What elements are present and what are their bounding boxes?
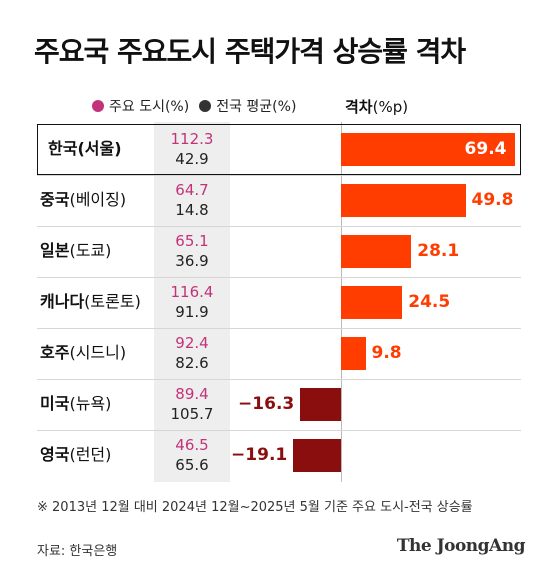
bar-value-label: 28.1 — [417, 241, 460, 261]
city-name: (베이징) — [69, 190, 127, 209]
source: 자료: 한국은행 — [37, 544, 118, 559]
city-value: 46.5 — [175, 436, 209, 454]
national-value: 105.7 — [170, 405, 214, 423]
national-value: 42.9 — [175, 150, 209, 168]
gap-header-label: 격차 — [345, 98, 373, 116]
country-name: 캐나다 — [40, 292, 85, 311]
country-name: 중국 — [40, 190, 70, 209]
highlight-box — [37, 124, 521, 175]
country-name: 영국 — [40, 445, 70, 464]
city-name: (시드니) — [69, 343, 127, 362]
values-column-background — [154, 122, 230, 482]
bar-value-label: −16.3 — [238, 394, 295, 414]
bar-value-label: −19.1 — [231, 445, 288, 465]
bar-value-label: 69.4 — [464, 139, 507, 159]
country-label: 일본(도쿄) — [40, 239, 111, 263]
city-name: (토론토) — [84, 292, 141, 311]
chart-title: 주요국 주요도시 주택가격 상승률 격차 — [34, 35, 466, 68]
bar — [341, 337, 366, 370]
city-value: 64.7 — [175, 181, 209, 199]
legend-national: 전국 평균(%) — [199, 96, 296, 116]
legend-national-label: 전국 평균(%) — [216, 99, 297, 115]
city-name: (뉴욕) — [69, 394, 112, 413]
bar-value-label: 49.8 — [471, 190, 514, 210]
row-divider — [37, 430, 521, 431]
legend-city-label: 주요 도시(%) — [109, 99, 190, 115]
legend: 주요 도시(%) 전국 평균(%) — [92, 96, 306, 116]
legend-city-dot-icon — [92, 100, 104, 112]
country-label: 미국(뉴욕) — [40, 392, 111, 416]
bar — [341, 286, 403, 319]
national-value: 82.6 — [175, 354, 209, 372]
country-label: 한국(서울) — [48, 137, 122, 161]
row-divider — [37, 175, 521, 176]
bar — [341, 235, 412, 268]
bar — [300, 388, 341, 421]
country-name: 한국 — [48, 139, 78, 158]
national-value: 14.8 — [175, 201, 209, 219]
city-value: 89.4 — [175, 385, 209, 403]
country-label: 캐나다(토론토) — [40, 290, 141, 314]
gap-header-unit: (%p) — [372, 98, 409, 116]
city-name: (서울) — [77, 139, 122, 158]
country-label: 호주(시드니) — [40, 341, 126, 365]
footnote: ※ 2013년 12월 대비 2024년 12월~2025년 5월 기준 주요 … — [37, 500, 473, 515]
bar-value-label: 24.5 — [408, 292, 451, 312]
bar — [341, 133, 515, 166]
legend-national-dot-icon — [199, 100, 212, 112]
city-name: (도쿄) — [69, 241, 112, 260]
city-value: 112.3 — [170, 130, 214, 148]
bar — [341, 184, 466, 217]
brand-logo: The JoongAng — [396, 536, 526, 556]
country-label: 영국(런던) — [40, 443, 111, 467]
gap-header: 격차(%p) — [345, 96, 408, 117]
country-name: 미국 — [40, 394, 70, 413]
country-name: 호주 — [40, 343, 70, 362]
legend-city: 주요 도시(%) — [92, 96, 189, 116]
bar — [293, 439, 341, 472]
city-value: 65.1 — [175, 232, 209, 250]
national-value: 91.9 — [175, 303, 209, 321]
city-value: 92.4 — [175, 334, 209, 352]
row-divider — [37, 277, 521, 278]
row-divider — [37, 379, 521, 380]
national-value: 36.9 — [175, 252, 209, 270]
national-value: 65.6 — [175, 456, 209, 474]
city-name: (런던) — [69, 445, 112, 464]
city-value: 116.4 — [170, 283, 214, 301]
country-label: 중국(베이징) — [40, 188, 126, 212]
bar-value-label: 9.8 — [371, 343, 402, 363]
country-name: 일본 — [40, 241, 70, 260]
row-divider — [37, 328, 521, 329]
row-divider — [37, 226, 521, 227]
